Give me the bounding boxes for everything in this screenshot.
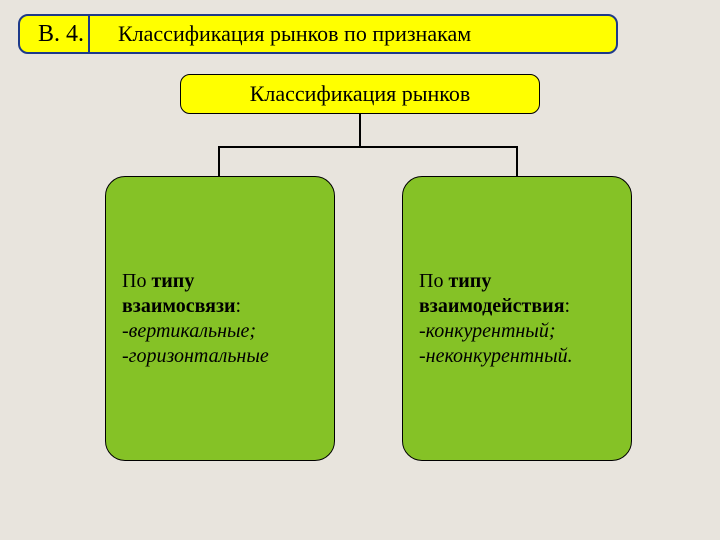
root-node-label: Классификация рынков — [250, 81, 471, 107]
leaf-left-l2-bold: взаимосвязи — [122, 295, 236, 317]
leaf-left-l2: взаимосвязи: — [122, 294, 318, 319]
leaf-right-l3: -конкурентный; — [419, 319, 615, 344]
leaf-left-l1-bold: типу — [151, 270, 194, 292]
leaf-right-l4: -неконкурентный. — [419, 344, 615, 369]
connector-right-vertical — [516, 146, 518, 178]
connector-main-vertical — [359, 114, 361, 146]
leaf-node-right: По типу взаимодействия: -конкурентный; -… — [402, 176, 632, 461]
leaf-left-l2-suffix: : — [236, 295, 242, 317]
leaf-right-l1: По типу — [419, 269, 615, 294]
leaf-left-l4: -горизонтальные — [122, 344, 318, 369]
leaf-node-left: По типу взаимосвязи: -вертикальные; -гор… — [105, 176, 335, 461]
header-title: Классификация рынков по признакам — [90, 21, 471, 47]
header-bar: В. 4. Классификация рынков по признакам — [18, 14, 618, 54]
leaf-right-l2-suffix: : — [565, 295, 571, 317]
connector-left-vertical — [218, 146, 220, 178]
leaf-right-l2: взаимодействия: — [419, 294, 615, 319]
root-node: Классификация рынков — [180, 74, 540, 114]
leaf-left-l3: -вертикальные; — [122, 319, 318, 344]
connector-horizontal — [218, 146, 518, 148]
leaf-left-l1-prefix: По — [122, 270, 151, 292]
leaf-right-l1-bold: типу — [448, 270, 491, 292]
header-number: В. 4. — [20, 21, 88, 48]
leaf-left-l1: По типу — [122, 269, 318, 294]
leaf-right-l2-bold: взаимодействия — [419, 295, 565, 317]
leaf-right-l1-prefix: По — [419, 270, 448, 292]
